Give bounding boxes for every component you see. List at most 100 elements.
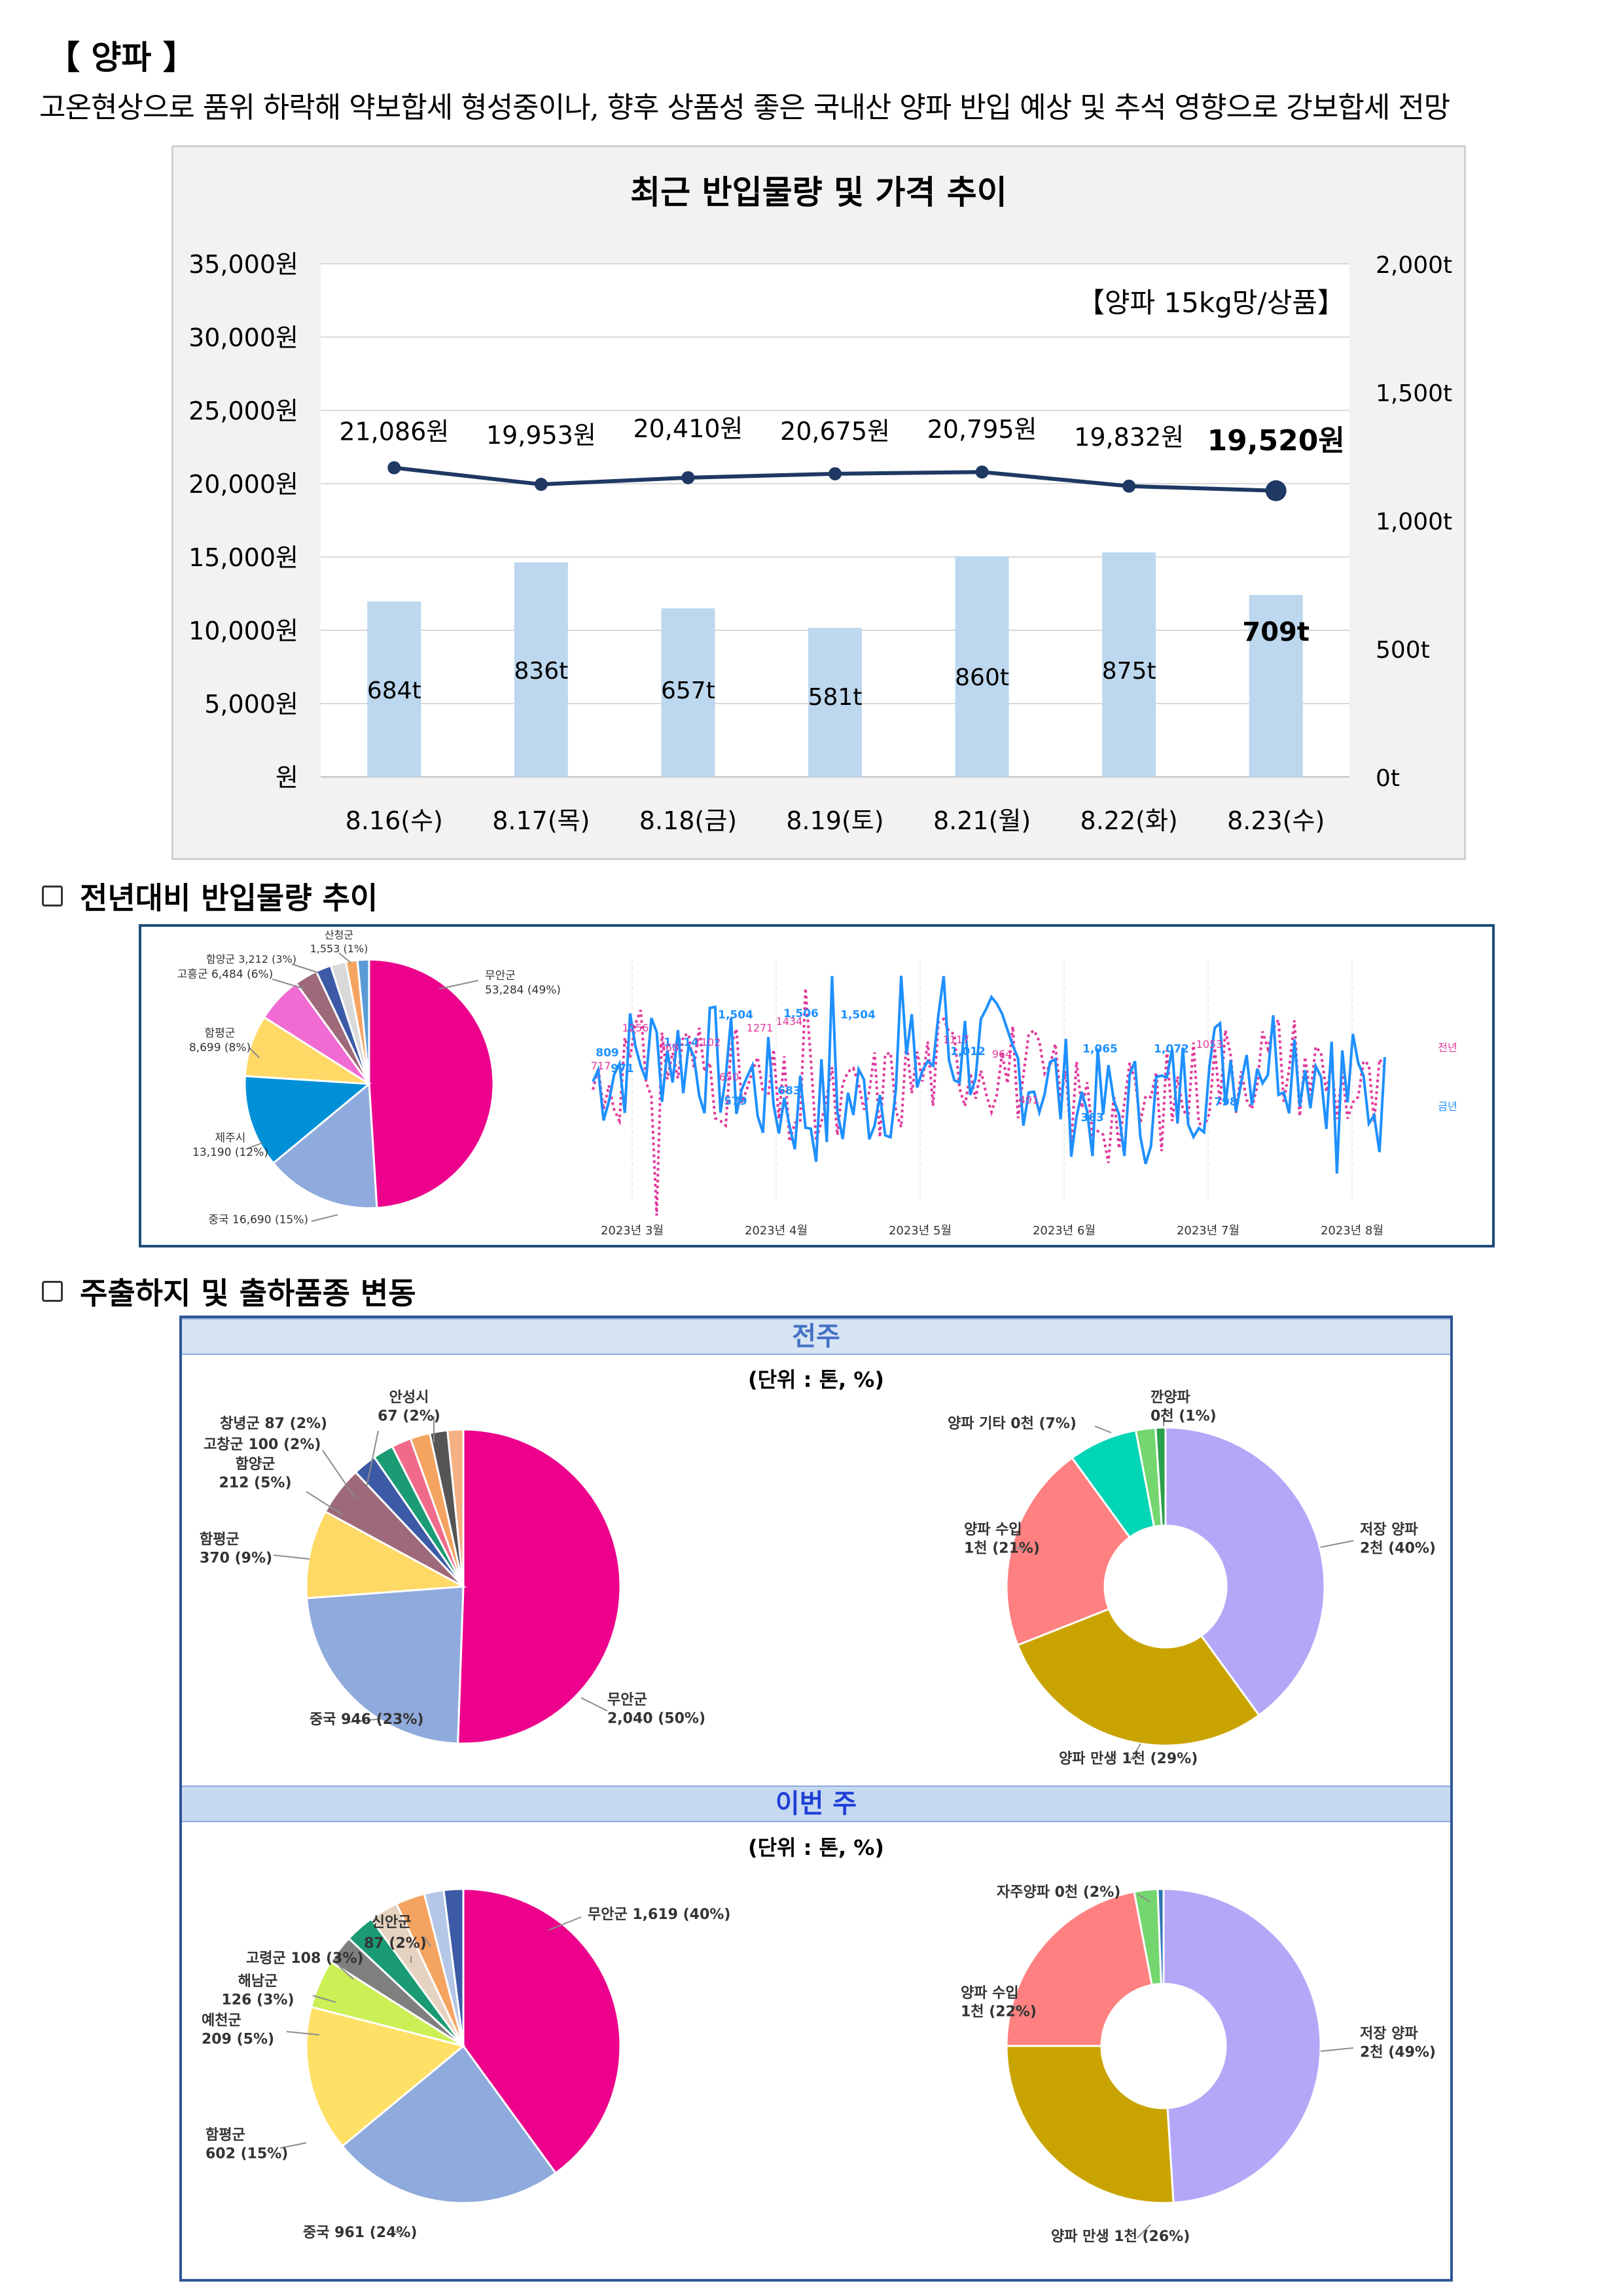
- leader-line: [273, 1554, 310, 1560]
- slice-label: 1천 (22%): [961, 2004, 1037, 2020]
- pie-slice: [442, 1888, 465, 2047]
- y-left-tick: 35,000원: [188, 250, 298, 279]
- volume-label: 684t: [367, 677, 421, 704]
- slice-label: 함양군 3,212 (3%): [206, 953, 296, 965]
- slice-label: 2,040 (50%): [607, 1711, 705, 1727]
- leader-line: [1130, 1743, 1141, 1761]
- this-year-peak-label: 363: [1080, 1111, 1104, 1124]
- slice-label: 저장 양파: [1360, 2026, 1418, 2042]
- slice-label: 2천 (49%): [1360, 2045, 1436, 2061]
- x-tick: 8.23(수): [1227, 806, 1325, 835]
- this-year-peak-label: 809: [596, 1047, 619, 1060]
- unit-label: (단위 : 톤, %): [748, 1367, 884, 1392]
- slice-label: 창녕군 87 (2%): [220, 1416, 327, 1432]
- leader-line: [548, 1916, 582, 1931]
- slice-label: 안성시: [389, 1390, 429, 1406]
- slice-label: 고창군 100 (2%): [204, 1437, 321, 1453]
- this-year-peak-label: 579: [724, 1095, 747, 1108]
- x-tick: 8.19(토): [786, 806, 883, 835]
- leader-line: [291, 963, 319, 973]
- price-point: [387, 461, 401, 475]
- price-point: [681, 471, 695, 484]
- pie-slice: [243, 1075, 372, 1165]
- chart-title: 최근 반입물량 및 가격 추이: [630, 173, 1007, 211]
- pie-slice: [243, 1016, 370, 1085]
- slice-label: 53,284 (49%): [485, 984, 561, 997]
- yoy-svg: 무안군 53,284 (49%) 중국 16,690 (15%) 제주시13,190 …: [177, 929, 1457, 1238]
- leader-line: [286, 2031, 320, 2036]
- price-point: [829, 467, 842, 480]
- leader-line: [272, 978, 306, 990]
- pie-slice: [1016, 1607, 1260, 1747]
- slice-label: 양파 수입: [964, 1522, 1022, 1538]
- slice-label: 자주양파 0천 (2%): [997, 1884, 1120, 1901]
- volume-label: 836t: [514, 658, 568, 685]
- y-right-tick: 500t: [1376, 637, 1430, 664]
- slice-label: 무안군: [607, 1692, 647, 1708]
- x-tick: 8.16(수): [346, 806, 443, 835]
- slice-label: 212 (5%): [219, 1475, 291, 1492]
- prev-year-line: [592, 988, 1386, 1216]
- slice-label: 중국 946 (23%): [310, 1712, 424, 1728]
- x-tick: 8.17(목): [492, 806, 590, 835]
- leader-line: [312, 1995, 336, 2003]
- y-left-tick: 5,000원: [204, 690, 298, 719]
- leader-line: [1320, 1540, 1354, 1548]
- slice-label: 제주시: [215, 1132, 246, 1145]
- leader-line: [394, 2231, 405, 2236]
- pie-slice: [1156, 1888, 1165, 1985]
- slice-label: 함평군: [200, 1532, 240, 1548]
- prev-week-band: 전주: [182, 1318, 1450, 1355]
- x-tick: 2023년 8월: [1321, 1224, 1383, 1238]
- slice-label: 중국 961 (24%): [303, 2225, 418, 2241]
- price-label: 20,795원: [927, 415, 1037, 444]
- slice-label: 고흥군 6,484 (6%): [177, 968, 274, 981]
- volume-bar: [661, 608, 715, 777]
- prev-year-peak-label: 717: [591, 1060, 611, 1072]
- price-volume-svg: 최근 반입물량 및 가격 추이 【양파 15kg망/상품】 35,000원 30,00…: [188, 173, 1452, 835]
- x-tick: 8.21(월): [933, 806, 1031, 835]
- this-year-line: [592, 975, 1386, 1174]
- slice-label: 209 (5%): [202, 2032, 274, 2048]
- this-year-peak-label: 1,504: [840, 1009, 876, 1022]
- prev-year-peak-label: 1053: [1196, 1038, 1223, 1050]
- volume-bar: [1249, 595, 1303, 777]
- slice-label: 67 (2%): [378, 1408, 440, 1425]
- this-year-peak-label: 683: [777, 1085, 801, 1098]
- slice-label: 무안군: [485, 969, 516, 982]
- x-tick: 8.18(금): [639, 806, 737, 835]
- slice-label: 2천 (40%): [1360, 1541, 1436, 1557]
- y-left-tick: 25,000원: [188, 397, 298, 425]
- slice-label: 양파 수입: [961, 1985, 1019, 2001]
- price-point: [975, 465, 989, 479]
- checkbox-icon: [42, 1281, 63, 1302]
- volume-bar: [955, 556, 1009, 777]
- price-label: 19,832원: [1074, 423, 1184, 452]
- prev-year-peak-label: 1256: [622, 1022, 649, 1034]
- slice-label: 양파 만생 1천 (29%): [1059, 1751, 1198, 1767]
- slice-label: 고령군 108 (3%): [246, 1950, 363, 1967]
- pie-slice: [457, 1428, 622, 1745]
- page-title: 【 양파 】: [47, 39, 196, 77]
- prev-year-peak-label: 491: [1019, 1094, 1039, 1106]
- leader-line: [1137, 1893, 1151, 1903]
- slice-label: 양파 만생 1천 (26%): [1051, 2229, 1190, 2245]
- leader-line: [1320, 2047, 1354, 2052]
- x-tick: 2023년 6월: [1033, 1224, 1096, 1238]
- x-tick: 8.22(화): [1080, 806, 1178, 835]
- slice-label: 무안군 1,619 (40%): [588, 1907, 730, 1923]
- price-label: 19,520원: [1207, 424, 1345, 457]
- slice-label: 1,553 (1%): [310, 942, 368, 955]
- x-tick: 2023년 7월: [1177, 1224, 1240, 1238]
- leader-line: [322, 1450, 356, 1499]
- section-yoy: 전년대비 반입물량 추이: [42, 874, 378, 918]
- volume-label: 657t: [661, 677, 715, 704]
- y-right-tick: 1,000t: [1376, 509, 1452, 535]
- this-year-peak-label: 1,012: [950, 1045, 986, 1058]
- this-year-peak-label: 798: [1214, 1096, 1238, 1109]
- volume-label: 709t: [1242, 617, 1310, 647]
- y-left-tick: 20,000원: [188, 470, 298, 499]
- section-origin: 주출하지 및 출하품종 변동: [42, 1270, 416, 1313]
- pie-slice: [368, 958, 495, 1210]
- leader-line: [1094, 1426, 1112, 1433]
